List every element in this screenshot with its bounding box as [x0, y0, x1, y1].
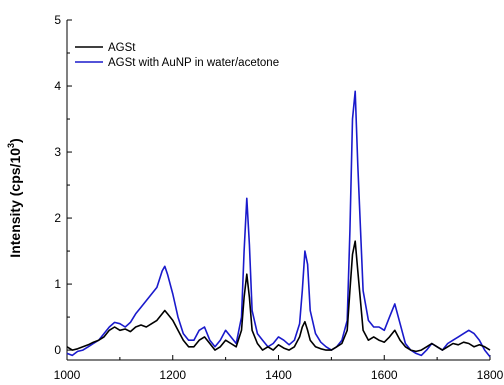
- x-tick-label: 1200: [159, 368, 186, 382]
- y-axis-label-sup: 3: [6, 143, 16, 148]
- y-tick-label: 5: [54, 13, 61, 27]
- legend-label-2: AGSt with AuNP in water/acetone: [108, 57, 279, 69]
- y-axis-label: Intensity (cps/103): [6, 138, 23, 257]
- series-line-1: [66, 240, 491, 353]
- legend: AGSt AGSt with AuNP in water/acetone: [75, 42, 279, 69]
- y-tick-label: 3: [54, 145, 61, 159]
- y-tick-label: 2: [54, 211, 61, 225]
- legend-label-1: AGSt: [108, 42, 136, 54]
- x-tick-label: 1400: [265, 368, 292, 382]
- series-line-2: [66, 90, 491, 358]
- series-layer: [66, 90, 491, 358]
- y-tick-label: 1: [54, 277, 61, 291]
- axes: 1000 1200 1400 1600 1800 0 1 2 3 4 5: [54, 13, 504, 382]
- y-tick-label: 0: [54, 343, 61, 357]
- x-tick-label: 1800: [477, 368, 504, 382]
- x-tick-label: 1600: [371, 368, 398, 382]
- y-axis-label-main: Intensity (cps/10: [7, 148, 23, 258]
- y-tick-label: 4: [54, 79, 61, 93]
- y-axis-label-close: ): [7, 138, 23, 143]
- x-tick-label: 1000: [54, 368, 81, 382]
